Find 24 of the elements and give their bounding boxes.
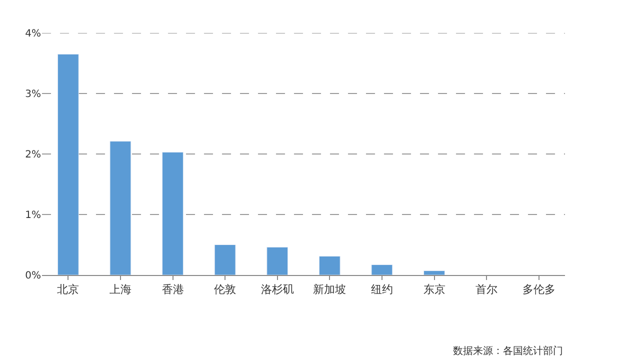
bar — [318, 256, 340, 275]
x-tick-label: 多伦多 — [522, 283, 556, 296]
y-tick-label: 0% — [25, 270, 41, 282]
x-tick-label: 洛杉矶 — [260, 283, 294, 296]
source-note: 数据来源：各国统计部门 — [453, 345, 563, 357]
bar — [214, 244, 236, 275]
bar — [424, 270, 445, 275]
x-tick-label: 香港 — [162, 283, 184, 296]
bar — [266, 246, 288, 275]
x-tick-label: 新加坡 — [313, 283, 346, 296]
x-tick-label: 纽约 — [370, 283, 393, 296]
bar — [57, 54, 79, 275]
y-tick-label: 2% — [25, 150, 41, 160]
bar — [110, 141, 132, 275]
bar — [162, 152, 184, 275]
x-tick-label: 上海 — [109, 283, 132, 296]
bar — [371, 264, 393, 275]
y-tick-label: 4% — [25, 28, 41, 40]
x-tick-label: 伦敦 — [214, 283, 236, 296]
x-tick-label: 首尔 — [476, 283, 498, 296]
y-tick-label: 3% — [25, 89, 41, 100]
y-tick-label: 1% — [25, 210, 41, 221]
x-tick-label: 北京 — [57, 283, 80, 296]
x-tick-label: 东京 — [423, 283, 446, 296]
